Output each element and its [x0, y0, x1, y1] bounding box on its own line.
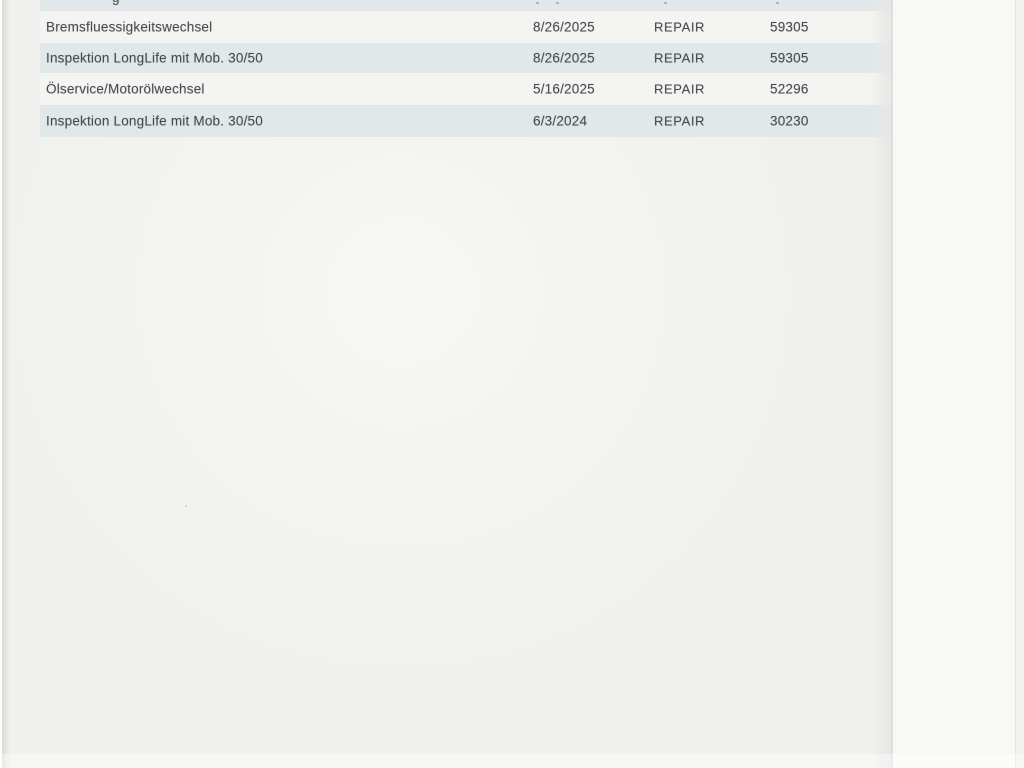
- service-description: Inspektion LongLife mit Mob. 30/50: [46, 50, 263, 66]
- service-description: Inspektion LongLife mit Mob. 30/50: [46, 113, 263, 129]
- service-type: REPAIR: [654, 50, 706, 66]
- service-date: 8/26/2025: [533, 19, 595, 35]
- scan-speck: [185, 505, 187, 507]
- service-date: 8/26/2025: [533, 50, 595, 66]
- scan-background-right: [893, 0, 1024, 768]
- page-edge-line: [891, 0, 893, 768]
- service-description: Ölservice/Motorölwechsel: [46, 81, 205, 97]
- service-history-table: g Bremsfluessigkeitswechsel 8/26/2025 RE…: [40, 0, 892, 137]
- table-row: Inspektion LongLife mit Mob. 30/50 8/26/…: [40, 43, 892, 73]
- scan-right-edge-strip: [1016, 0, 1024, 768]
- service-date: 6/3/2024: [533, 113, 588, 129]
- scanned-document-page: g Bremsfluessigkeitswechsel 8/26/2025 RE…: [0, 0, 892, 768]
- service-mileage: 59305: [770, 50, 809, 66]
- cutoff-mark: [664, 2, 667, 4]
- service-type: REPAIR: [654, 19, 706, 35]
- page-right-edge-shadow: [870, 0, 891, 768]
- scan-right-edge-line: [1015, 0, 1016, 768]
- table-row: Bremsfluessigkeitswechsel 8/26/2025 REPA…: [40, 11, 892, 43]
- service-description: Bremsfluessigkeitswechsel: [46, 19, 213, 35]
- scan-left-edge-shadow: [2, 0, 10, 768]
- cutoff-mark: [776, 2, 779, 4]
- cutoff-text-fragment: g: [112, 0, 120, 5]
- service-type: REPAIR: [654, 113, 706, 129]
- table-row-partial-top: g: [40, 0, 892, 11]
- service-mileage: 59305: [770, 19, 809, 35]
- service-date: 5/16/2025: [533, 81, 595, 97]
- service-type: REPAIR: [654, 81, 706, 97]
- cutoff-mark: [536, 2, 539, 4]
- scan-bottom-edge-highlight: [0, 754, 1024, 768]
- service-mileage: 52296: [770, 81, 809, 97]
- table-row: Ölservice/Motorölwechsel 5/16/2025 REPAI…: [40, 73, 892, 105]
- scan-left-edge-highlight: [0, 0, 2, 768]
- table-row: Inspektion LongLife mit Mob. 30/50 6/3/2…: [40, 105, 892, 137]
- cutoff-mark: [556, 2, 559, 4]
- service-mileage: 30230: [770, 113, 809, 129]
